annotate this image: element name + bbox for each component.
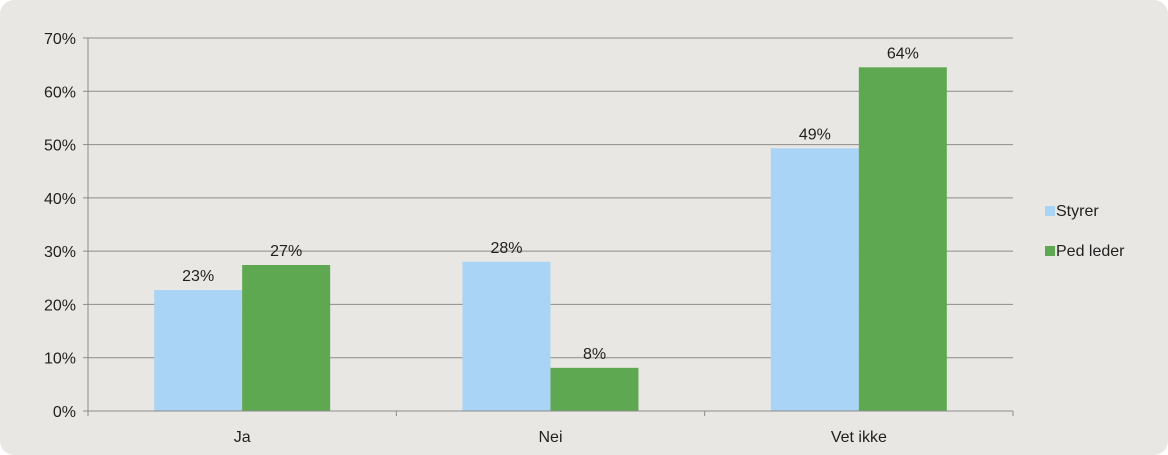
data-labels: 23% 27% 28% 8% 49% 64% xyxy=(182,45,919,363)
bar-styrer xyxy=(462,261,551,411)
x-tick-label: Vet ikke xyxy=(831,429,887,446)
data-label: 27% xyxy=(270,243,302,260)
x-tick-label: Ja xyxy=(234,429,251,446)
legend-swatch xyxy=(1045,206,1055,216)
bar-ped-leder xyxy=(858,67,947,412)
legend-label: Ped leder xyxy=(1056,243,1125,260)
data-label: 49% xyxy=(799,126,831,143)
y-tick-label: 20% xyxy=(44,297,76,314)
data-label: 8% xyxy=(583,346,606,363)
y-tick-label: 30% xyxy=(44,244,76,261)
y-tick-label: 70% xyxy=(44,31,76,48)
y-axis-tick-labels: 0% 10% 20% 30% 40% 50% 60% 70% xyxy=(44,31,76,421)
legend-label: Styrer xyxy=(1056,203,1099,220)
bar-ped-leder xyxy=(242,264,331,411)
bar-styrer xyxy=(770,148,859,411)
data-label: 64% xyxy=(887,45,919,62)
y-tick-label: 40% xyxy=(44,191,76,208)
y-tick-label: 60% xyxy=(44,84,76,101)
x-axis-tick-labels: Ja Nei Vet ikke xyxy=(234,429,887,446)
legend: Styrer Ped leder xyxy=(1045,203,1125,260)
data-label: 23% xyxy=(182,268,214,285)
y-tick-label: 10% xyxy=(44,351,76,368)
axes xyxy=(83,37,1014,416)
data-label: 28% xyxy=(490,240,522,257)
y-tick-label: 50% xyxy=(44,138,76,155)
x-tick-label: Nei xyxy=(538,429,562,446)
bars xyxy=(154,67,947,412)
bar-styrer xyxy=(154,290,243,411)
y-tick-label: 0% xyxy=(53,404,76,421)
bar-ped-leder xyxy=(550,367,639,411)
legend-swatch xyxy=(1045,246,1055,256)
